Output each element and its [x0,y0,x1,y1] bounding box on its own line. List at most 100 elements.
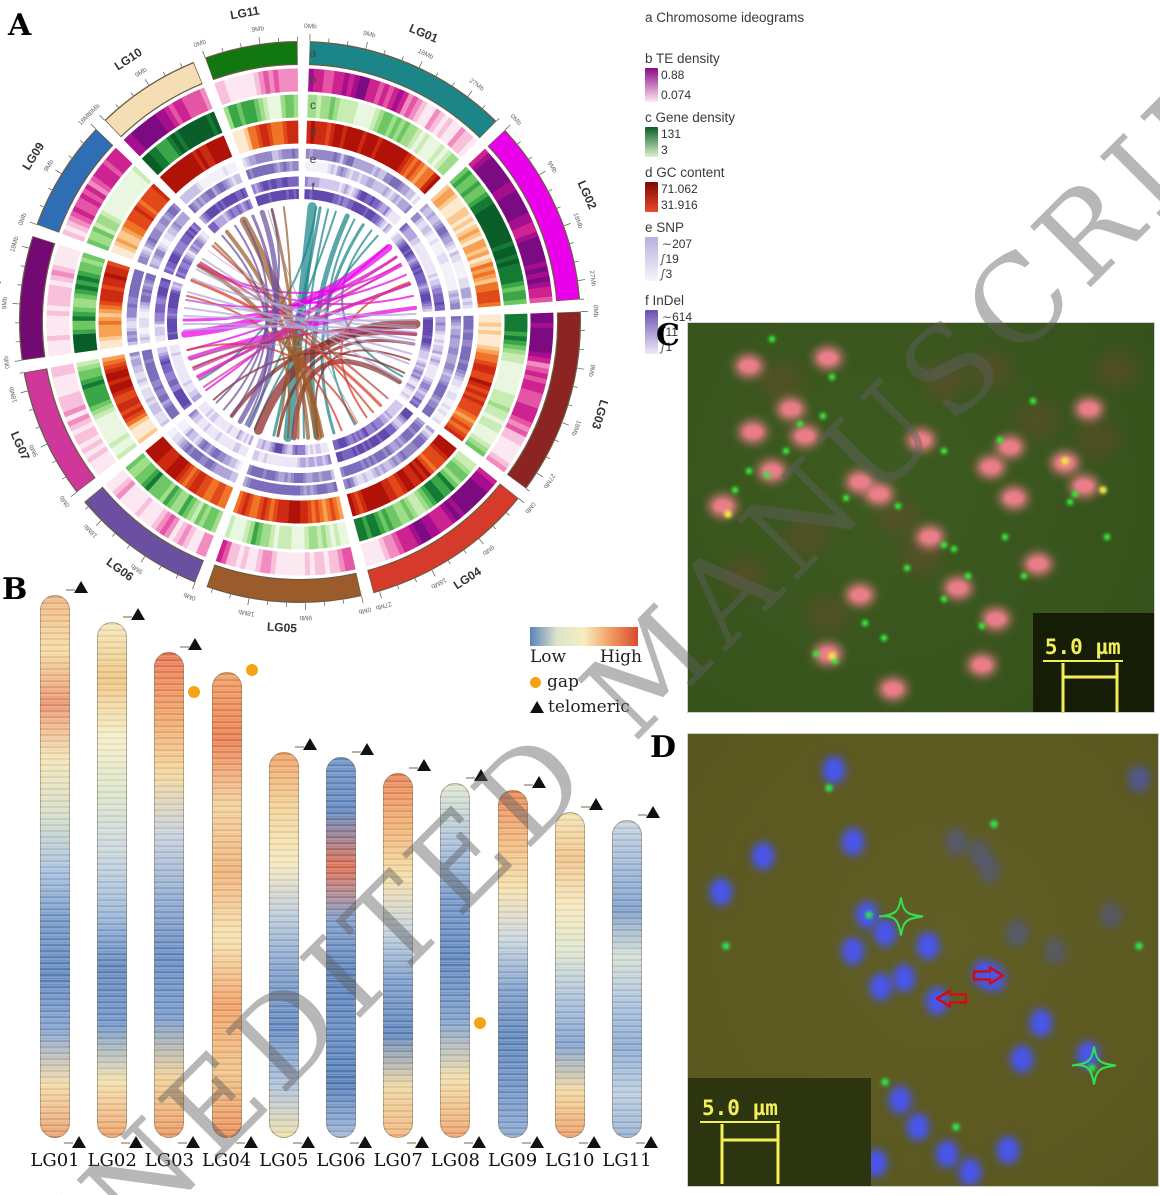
legend-swatch-c [645,127,658,157]
signal [1080,1044,1095,1065]
legend-title-e: e SNP [645,220,685,235]
ideogram-LG04 [211,672,242,1138]
ideogram-label-LG04: LG04 [201,1150,252,1171]
signal [880,504,915,531]
signal [1089,1065,1095,1071]
telomeric-icon [530,701,544,713]
telomeric-icon [474,769,489,781]
svg-text:0Mb: 0Mb [182,590,197,601]
fish-micrograph-red-green: 5.0 µm [687,322,1155,713]
legend-title-b: b TE density [645,51,720,66]
svg-text:18Mb: 18Mb [572,212,584,230]
legend-item-b: b TE density 0.88 0.074 [645,51,855,102]
signal [991,821,996,827]
signal [948,581,968,595]
signal [1136,943,1142,949]
panel-b-label: B [2,572,28,607]
signal [927,368,962,395]
gap-icon [474,1017,487,1029]
legend-value: 0.88 [661,68,685,82]
ideogram-LG01 [40,595,70,1138]
legend-value: ʃ1 [661,340,673,354]
legend-title-d: d GC content [645,165,725,180]
signal [732,488,737,493]
svg-text:LG11: LG11 [229,3,261,22]
dash [235,1142,245,1144]
panel-c-label: C [656,318,680,353]
signal [795,429,814,443]
panel-d-label: D [650,730,677,765]
legend-title-c: c Gene density [645,110,736,125]
signal [1000,440,1020,454]
telomeric-icon [646,806,660,818]
ideogram-LG05 [268,752,299,1138]
scale-label-d: 5.0 µm [700,1096,780,1123]
signal [810,601,845,628]
telomeric-icon [302,738,317,750]
ideogram-label-LG09: LG09 [487,1150,538,1171]
telomeric-icon [300,1136,315,1148]
dash [580,806,590,808]
legend-telomeric-label: telomeric [548,697,630,717]
legend-value: 3 [661,143,668,157]
track-letter-c: c [310,98,316,112]
legend-value: 31.916 [661,198,698,212]
legend-swatch-e [645,237,658,281]
signal [868,1153,884,1174]
signal [895,503,900,508]
dash [350,1142,359,1144]
signal [1099,356,1134,383]
signal [881,636,886,641]
signal [739,359,759,373]
legend-item-f: f InDel ∼614 ʃ11 ʃ1 [645,293,855,354]
scale-inset-c: 5.0 µm [1032,612,1154,712]
svg-text:LG04: LG04 [451,564,484,592]
signal [951,546,956,551]
svg-text:9Mb: 9Mb [134,66,149,79]
signal [783,449,788,454]
signal [797,422,802,427]
signal [829,653,835,659]
arrow-marker-icon [934,988,968,1013]
svg-text:0Mb: 0Mb [3,355,12,369]
dash [66,589,75,591]
signal [1021,573,1026,578]
signal [743,425,763,439]
signal [1033,1013,1048,1034]
signal [1030,398,1035,403]
ideogram-label-LG02: LG02 [87,1150,137,1171]
telomeric-icon [131,608,146,620]
signal [1004,491,1024,505]
signal [981,460,1001,474]
svg-text:0Mb: 0Mb [357,605,371,615]
gap-icon [245,664,258,676]
signal [953,1124,959,1130]
track-letter-f: f [311,180,315,194]
signal [911,433,931,447]
track-letter-a: a [310,46,317,60]
ideogram-LG03 [154,652,185,1138]
signal [979,624,984,629]
svg-text:9Mb: 9Mb [587,364,596,378]
telomeric-icon [72,1136,86,1148]
signal [845,832,860,853]
svg-text:18Mb: 18Mb [417,48,435,61]
svg-text:LG03: LG03 [589,398,611,431]
scale-label-c: 5.0 µm [1042,635,1123,662]
ideogram-label-LG01: LG01 [30,1150,80,1171]
svg-text:27Mb: 27Mb [542,472,557,490]
signal [832,659,837,664]
legend-value: ∼614 [661,310,693,324]
signal [1002,534,1007,539]
svg-text:27Mb: 27Mb [588,270,597,287]
legend-item-d: d GC content 71.062 31.916 [645,165,855,212]
svg-text:9Mb: 9Mb [299,614,312,621]
signal [986,612,1006,626]
signal [972,658,992,672]
signal [920,936,936,957]
signal [942,449,947,454]
signal [882,1079,888,1085]
signal [1009,922,1025,943]
signal [1068,499,1073,504]
